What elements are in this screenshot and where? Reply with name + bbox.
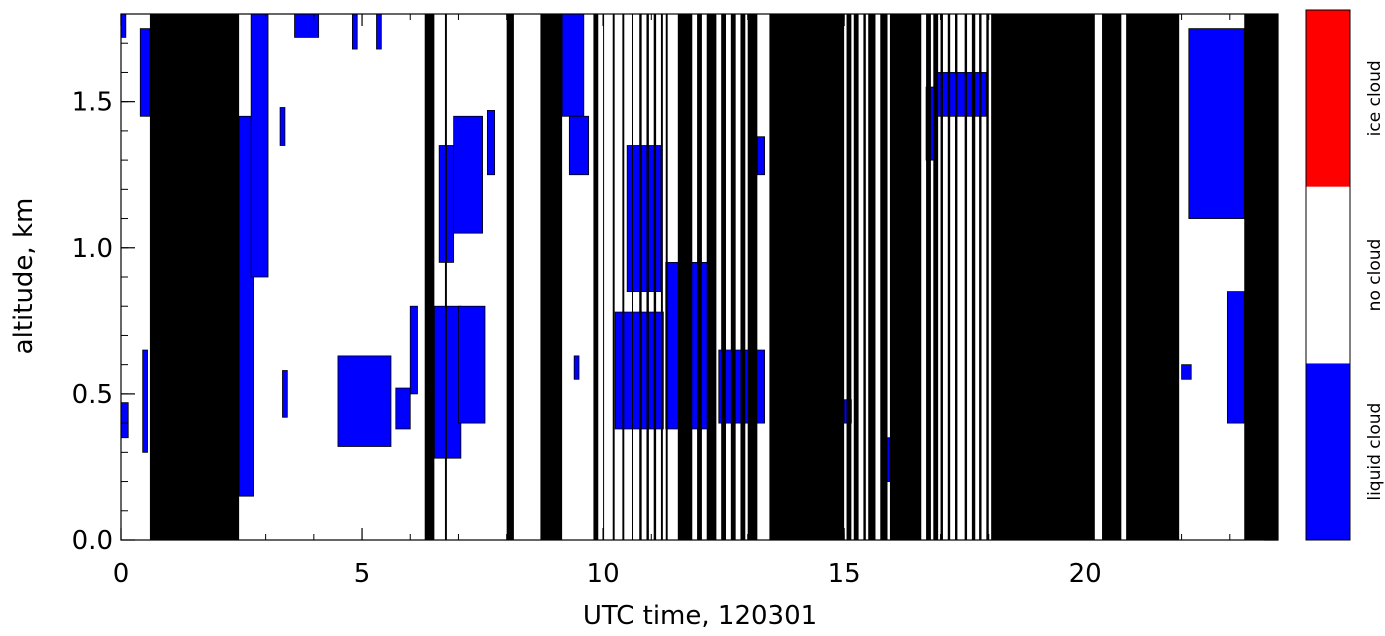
liquid-cloud-region-16 [458, 306, 485, 423]
missing-data-band-20 [740, 14, 745, 540]
missing-data-band-1 [425, 14, 435, 540]
missing-data-band-19 [731, 14, 736, 540]
missing-data-band-40 [1126, 14, 1179, 540]
liquid-cloud-region-12 [396, 388, 410, 429]
plot-content [121, 14, 1278, 540]
missing-data-band-38 [991, 14, 1095, 540]
liquid-cloud-region-6 [282, 371, 287, 418]
liquid-cloud-region-9 [352, 14, 357, 49]
liquid-cloud-region-19 [562, 14, 584, 116]
missing-data-band-39 [1102, 14, 1121, 540]
missing-data-band-31 [941, 14, 943, 540]
missing-data-band-24 [854, 14, 859, 540]
missing-data-band-16 [697, 14, 702, 540]
missing-data-band-5 [593, 14, 598, 540]
liquid-cloud-region-7 [280, 108, 285, 146]
liquid-cloud-region-30 [936, 72, 987, 116]
liquid-cloud-region-17 [454, 116, 483, 233]
liquid-cloud-region-26 [757, 137, 764, 175]
missing-data-band-36 [979, 14, 981, 540]
missing-data-band-29 [926, 14, 931, 540]
missing-data-band-32 [948, 14, 950, 540]
missing-data-band-14 [666, 14, 668, 540]
x-tick-label: 5 [354, 559, 371, 589]
x-tick-label: 10 [587, 559, 620, 589]
liquid-cloud-region-18 [487, 110, 494, 174]
x-tick-label: 20 [1069, 559, 1102, 589]
liquid-cloud-region-11 [338, 356, 391, 447]
x-axis-label: UTC time, 120301 [583, 601, 817, 631]
colorbar-label: liquid cloud [1365, 403, 1385, 501]
missing-data-band-22 [769, 14, 844, 540]
y-axis-label: altitude, km [9, 198, 39, 355]
y-tick-label: 1.0 [72, 234, 113, 264]
missing-data-band-9 [632, 14, 633, 540]
liquid-cloud-region-14 [434, 306, 461, 458]
missing-data-band-25 [863, 14, 865, 540]
missing-data-band-12 [654, 14, 656, 540]
missing-data-band-34 [965, 14, 967, 540]
missing-data-band-17 [707, 14, 717, 540]
liquid-cloud-region-32 [1189, 29, 1244, 219]
liquid-cloud-region-20 [569, 116, 588, 174]
missing-data-band-4 [540, 14, 562, 540]
colorbar-label: ice cloud [1365, 60, 1385, 136]
x-tick-label: 0 [113, 559, 130, 589]
colorbar-label: no cloud [1365, 239, 1385, 312]
liquid-cloud-region-8 [295, 14, 319, 37]
missing-data-band-0 [150, 14, 239, 540]
colorbar-segment-2 [1306, 10, 1350, 187]
liquid-cloud-region-3 [143, 350, 148, 452]
missing-data-band-2 [445, 14, 447, 540]
colorbar-segment-1 [1306, 187, 1350, 364]
liquid-cloud-region-10 [377, 14, 382, 49]
liquid-cloud-region-5 [251, 14, 268, 277]
liquid-cloud-region-1 [121, 14, 126, 37]
y-tick-label: 0.5 [72, 380, 113, 410]
liquid-cloud-region-0 [121, 403, 128, 438]
missing-data-band-23 [847, 14, 852, 540]
missing-data-band-30 [933, 14, 938, 540]
missing-data-band-26 [868, 14, 875, 540]
missing-data-band-28 [890, 14, 921, 540]
missing-data-band-8 [622, 14, 624, 540]
missing-data-band-10 [639, 14, 641, 540]
missing-data-band-37 [986, 14, 988, 540]
missing-data-band-18 [721, 14, 726, 540]
liquid-cloud-region-31 [1182, 365, 1192, 380]
missing-data-band-21 [748, 14, 758, 540]
missing-data-band-13 [661, 14, 663, 540]
missing-data-band-3 [507, 14, 514, 540]
missing-data-band-11 [646, 14, 648, 540]
missing-data-band-15 [678, 14, 692, 540]
x-tick-label: 15 [828, 559, 861, 589]
missing-data-band-35 [972, 14, 975, 540]
missing-data-band-33 [955, 14, 957, 540]
liquid-cloud-region-2 [140, 29, 150, 117]
colorbar-segment-0 [1306, 363, 1350, 540]
missing-data-band-6 [603, 14, 604, 540]
missing-data-band-7 [613, 14, 615, 540]
liquid-cloud-region-33 [1227, 292, 1244, 424]
colorbar: liquid cloud no cloud ice cloud [1306, 10, 1385, 540]
y-tick-label: 1.5 [72, 88, 113, 118]
missing-data-band-27 [880, 14, 887, 540]
liquid-cloud-region-21 [574, 356, 579, 379]
liquid-cloud-region-13 [410, 306, 417, 394]
y-tick-label: 0.0 [72, 526, 113, 556]
